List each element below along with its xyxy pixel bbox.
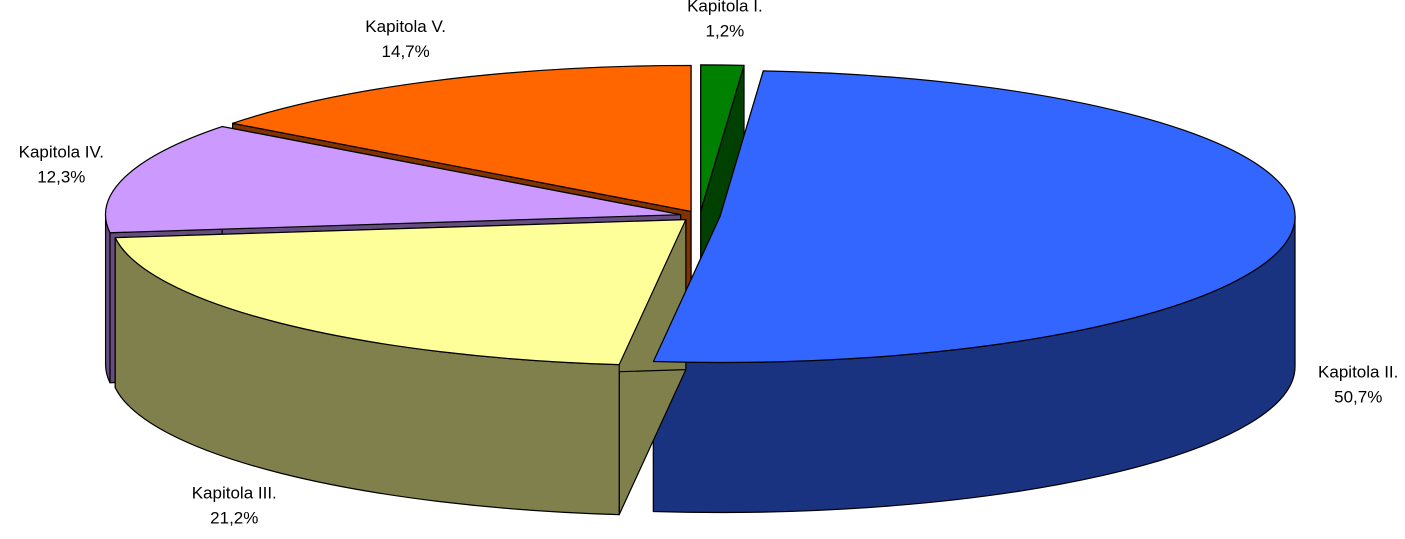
slice-label: Kapitola II. [1318,362,1398,381]
slice-wall [104,214,111,384]
slice-top [652,70,1296,364]
slice-value-label: 50,7% [1334,387,1382,406]
slice-label: Kapitola IV. [19,142,104,161]
slice-value-label: 12,3% [37,167,85,186]
slice-top [104,125,682,234]
slice-value-label: 1,2% [706,22,745,41]
slice-label: Kapitola V. [365,17,446,36]
slice-label: Kapitola III. [192,483,277,502]
slice-label: Kapitola I. [687,0,763,16]
slice-top [700,64,745,212]
slice-top [232,64,692,213]
slice-top [114,219,687,366]
slice-value-label: 14,7% [382,42,430,61]
slice-value-label: 21,2% [210,508,258,527]
